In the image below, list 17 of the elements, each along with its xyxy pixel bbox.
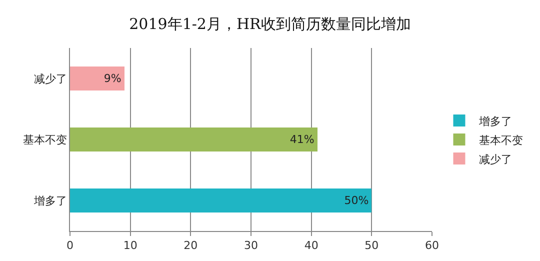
data-label: 41% — [290, 133, 314, 146]
x-tick-label: 30 — [244, 239, 258, 252]
legend-label: 增多了 — [478, 114, 512, 128]
y-tick-label: 增多了 — [32, 194, 67, 208]
data-label: 9% — [104, 72, 122, 85]
x-tick-label: 10 — [123, 239, 138, 252]
x-tick-label: 40 — [304, 239, 318, 252]
data-label: 50% — [344, 194, 369, 207]
y-tick-label: 减少了 — [34, 72, 67, 86]
x-tick-label: 50 — [364, 239, 379, 252]
legend-label: 减少了 — [479, 152, 512, 166]
x-tick-label: 20 — [184, 239, 198, 252]
y-tick-label: 基本不变 — [22, 133, 67, 146]
x-tick-label: 60 — [425, 239, 439, 252]
legend-label: 基本不变 — [479, 134, 524, 147]
x-tick-label: 0 — [66, 239, 74, 252]
chart-title: 2019年1-2月，HR收到简历数量同比增加 — [129, 14, 411, 33]
